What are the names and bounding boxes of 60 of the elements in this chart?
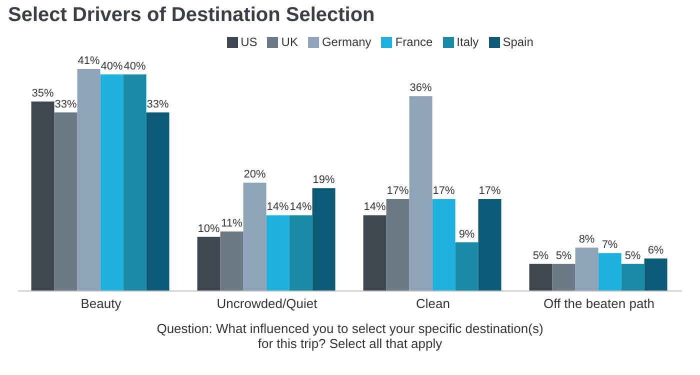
data-label: 5% — [556, 250, 572, 262]
bar — [621, 264, 644, 291]
bar — [266, 215, 290, 291]
bar — [54, 112, 78, 291]
bar — [363, 215, 386, 291]
legend-label: UK — [280, 35, 298, 49]
legend-label: France — [394, 35, 433, 49]
data-label: 17% — [432, 184, 455, 197]
legend-label: Germany — [320, 35, 372, 49]
bar — [31, 101, 54, 291]
legend-label: Spain — [502, 35, 534, 49]
data-label: 9% — [458, 228, 475, 240]
bar — [289, 215, 312, 291]
x-tick-label: Clean — [416, 296, 450, 312]
legend-label: Italy — [456, 35, 479, 49]
bar — [478, 198, 502, 291]
data-label: 5% — [624, 250, 641, 262]
data-label: 7% — [602, 239, 618, 252]
bar — [529, 264, 552, 291]
bar — [146, 112, 170, 291]
legend-label: US — [240, 35, 258, 49]
data-label: 40% — [124, 60, 146, 72]
bar — [386, 198, 410, 291]
bar — [100, 74, 124, 291]
data-label: 6% — [648, 244, 664, 257]
x-tick-label: Beauty — [80, 296, 122, 312]
bar — [409, 96, 432, 291]
data-label: 20% — [244, 168, 266, 181]
data-label: 35% — [32, 87, 54, 100]
bar — [220, 231, 244, 291]
bar — [77, 69, 100, 291]
chart-title: Select Drivers of Destination Selection — [8, 4, 376, 27]
data-label: 8% — [578, 234, 595, 246]
bar — [243, 182, 266, 291]
bar — [312, 188, 336, 291]
data-label: 17% — [386, 184, 409, 197]
bar — [644, 258, 668, 291]
data-label: 5% — [532, 250, 549, 262]
bar — [197, 236, 220, 291]
data-label: 19% — [312, 174, 335, 186]
data-label: 33% — [54, 98, 77, 110]
data-label: 36% — [410, 82, 432, 94]
bar — [598, 253, 622, 291]
data-label: 17% — [478, 184, 501, 197]
x-tick-label: Off the beaten path — [543, 296, 655, 312]
data-label: 10% — [198, 222, 220, 235]
bar — [123, 74, 146, 291]
data-label: 14% — [266, 201, 289, 214]
data-label: 33% — [146, 98, 169, 110]
bar — [552, 264, 576, 291]
data-label: 14% — [290, 201, 312, 214]
bar — [455, 242, 478, 291]
text: Question: What influenced you to select your specific destination(s) for this trip? Select all that apply — [156, 321, 544, 351]
data-label: 11% — [221, 217, 243, 230]
data-label: 14% — [364, 201, 386, 214]
x-tick-label: Uncrowded/Quiet — [216, 296, 318, 312]
data-label: 41% — [78, 55, 100, 67]
bar — [575, 248, 598, 291]
data-label: 40% — [100, 60, 123, 72]
bar — [432, 198, 456, 291]
